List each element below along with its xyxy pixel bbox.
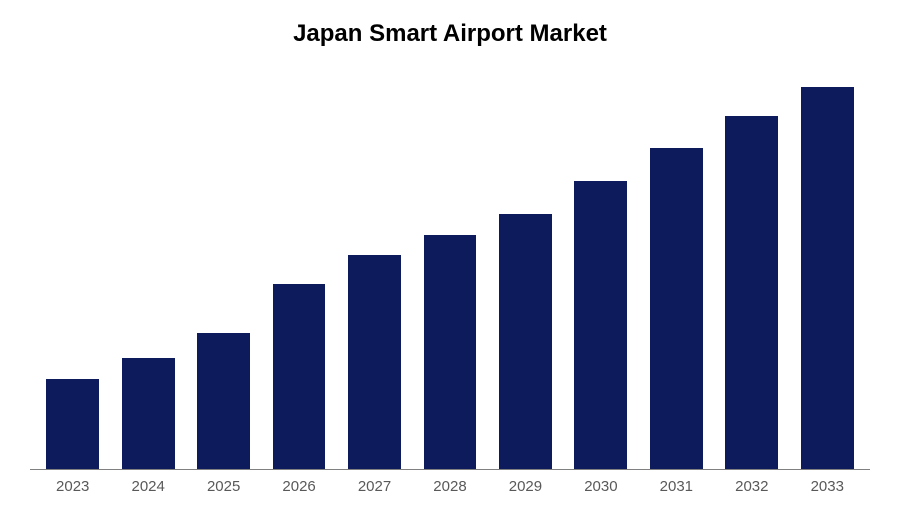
bar-wrapper — [337, 58, 412, 469]
bar — [801, 87, 854, 469]
x-axis-label: 2028 — [412, 478, 487, 495]
bar — [46, 379, 99, 469]
x-axis-label: 2025 — [186, 478, 261, 495]
bar — [122, 358, 175, 469]
bar-wrapper — [714, 58, 789, 469]
bar-wrapper — [563, 58, 638, 469]
bar-wrapper — [110, 58, 185, 469]
x-axis-label: 2024 — [110, 478, 185, 495]
x-axis-label: 2033 — [790, 478, 865, 495]
bar — [197, 333, 250, 469]
bar — [725, 116, 778, 469]
chart-title: Japan Smart Airport Market — [30, 20, 870, 48]
x-axis-label: 2029 — [488, 478, 563, 495]
bar — [424, 235, 477, 469]
chart-container: Japan Smart Airport Market 2023202420252… — [0, 0, 900, 525]
bar-wrapper — [488, 58, 563, 469]
bar — [273, 284, 326, 469]
x-axis-label: 2023 — [35, 478, 110, 495]
x-axis-label: 2032 — [714, 478, 789, 495]
plot-area — [30, 58, 870, 470]
bar — [650, 148, 703, 469]
bar-wrapper — [412, 58, 487, 469]
x-axis-label: 2027 — [337, 478, 412, 495]
bar-wrapper — [790, 58, 865, 469]
bar-wrapper — [186, 58, 261, 469]
bar-wrapper — [35, 58, 110, 469]
bar-wrapper — [261, 58, 336, 469]
bar — [574, 181, 627, 469]
x-axis-label: 2030 — [563, 478, 638, 495]
bar-wrapper — [639, 58, 714, 469]
bar — [499, 214, 552, 469]
x-axis-label: 2026 — [261, 478, 336, 495]
x-axis-label: 2031 — [639, 478, 714, 495]
bar — [348, 255, 401, 469]
x-axis: 2023202420252026202720282029203020312032… — [30, 470, 870, 495]
